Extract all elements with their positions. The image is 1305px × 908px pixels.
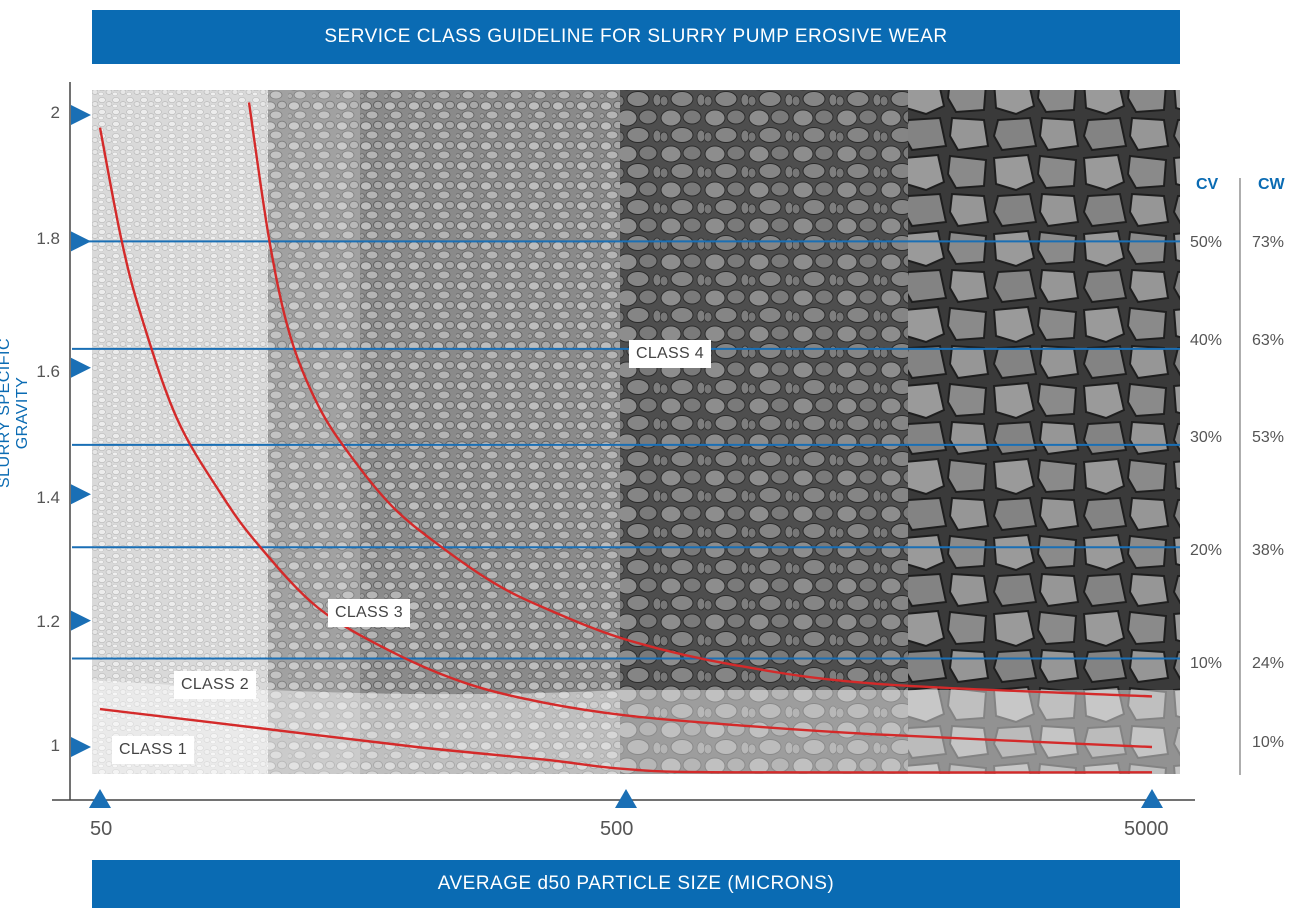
- class-boundary-curve-2: [98, 127, 1153, 749]
- class-2-label: CLASS 2: [174, 671, 256, 699]
- cv-value: 40%: [1190, 332, 1223, 349]
- y-tick-label: 1.2: [36, 612, 60, 631]
- cv-value: 10%: [1190, 655, 1223, 672]
- y-tick-label: 1.6: [36, 362, 60, 381]
- cw-value: 53%: [1252, 429, 1285, 446]
- cw-value: 63%: [1252, 332, 1285, 349]
- x-tick-marker: [615, 789, 637, 808]
- cv-value: 30%: [1190, 429, 1223, 446]
- cv-value: 20%: [1190, 542, 1223, 559]
- class-boundary-curve-3: [247, 102, 1153, 698]
- x-tick-label: 5000: [1124, 818, 1169, 840]
- x-tick-marker: [1141, 789, 1163, 808]
- y-tick-markers: [71, 105, 91, 757]
- y-tick-marker: [71, 610, 91, 631]
- cw-header: CW: [1258, 176, 1285, 193]
- class-4-label: CLASS 4: [629, 340, 711, 368]
- y-tick-label: 2: [50, 103, 60, 122]
- y-tick-marker: [71, 737, 91, 757]
- y-tick-marker: [71, 231, 91, 252]
- cw-value: 73%: [1252, 234, 1285, 251]
- x-tick-marker: [89, 789, 111, 808]
- y-tick-marker: [71, 484, 91, 505]
- x-tick-markers: [89, 789, 1163, 808]
- x-tick-label: 50: [90, 818, 113, 840]
- concentration-lines: [72, 240, 1180, 660]
- y-tick-label: 1: [50, 736, 60, 755]
- class-3-label: CLASS 3: [328, 599, 410, 627]
- y-tick-label: 1.8: [36, 229, 60, 248]
- y-tick-marker: [71, 357, 91, 378]
- gravel-background: [92, 90, 1180, 774]
- y-tick-label: 1.4: [36, 488, 60, 507]
- cw-value-bottom: 10%: [1252, 734, 1285, 751]
- x-tick-label: 500: [600, 818, 634, 840]
- class-boundary-curves: [98, 102, 1153, 774]
- class-1-label: CLASS 1: [112, 736, 194, 764]
- y-tick-marker: [71, 105, 91, 125]
- y-axis-label: SLURRY SPECIFIC GRAVITY: [0, 337, 31, 489]
- cv-header: CV: [1196, 176, 1219, 193]
- chart-title: SERVICE CLASS GUIDELINE FOR SLURRY PUMP …: [92, 10, 1180, 64]
- class-boundary-curve-1: [99, 707, 1153, 774]
- cw-value: 38%: [1252, 542, 1285, 559]
- cw-value: 24%: [1252, 655, 1285, 672]
- x-axis-label: AVERAGE d50 PARTICLE SIZE (MICRONS): [92, 860, 1180, 908]
- cv-value: 50%: [1190, 234, 1223, 251]
